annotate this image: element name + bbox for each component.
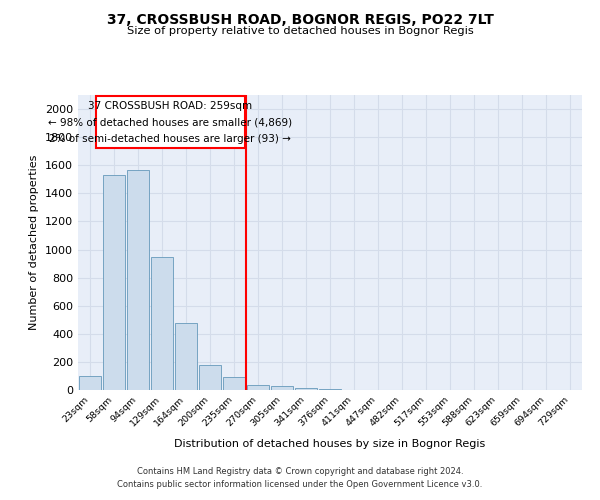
Bar <box>295 388 317 390</box>
Bar <box>175 322 197 390</box>
Bar <box>79 376 101 390</box>
Y-axis label: Number of detached properties: Number of detached properties <box>29 155 40 330</box>
Bar <box>103 175 125 390</box>
Bar <box>223 378 245 390</box>
Bar <box>199 364 221 390</box>
Text: Contains HM Land Registry data © Crown copyright and database right 2024.
Contai: Contains HM Land Registry data © Crown c… <box>118 468 482 489</box>
Bar <box>127 170 149 390</box>
FancyBboxPatch shape <box>96 96 245 148</box>
Text: 37 CROSSBUSH ROAD: 259sqm: 37 CROSSBUSH ROAD: 259sqm <box>88 101 253 111</box>
Bar <box>247 385 269 390</box>
Text: ← 98% of detached houses are smaller (4,869): ← 98% of detached houses are smaller (4,… <box>49 118 292 128</box>
Text: 37, CROSSBUSH ROAD, BOGNOR REGIS, PO22 7LT: 37, CROSSBUSH ROAD, BOGNOR REGIS, PO22 7… <box>107 12 493 26</box>
Text: Size of property relative to detached houses in Bognor Regis: Size of property relative to detached ho… <box>127 26 473 36</box>
Bar <box>271 386 293 390</box>
X-axis label: Distribution of detached houses by size in Bognor Regis: Distribution of detached houses by size … <box>175 440 485 450</box>
Text: 2% of semi-detached houses are larger (93) →: 2% of semi-detached houses are larger (9… <box>49 134 292 144</box>
Bar <box>151 256 173 390</box>
